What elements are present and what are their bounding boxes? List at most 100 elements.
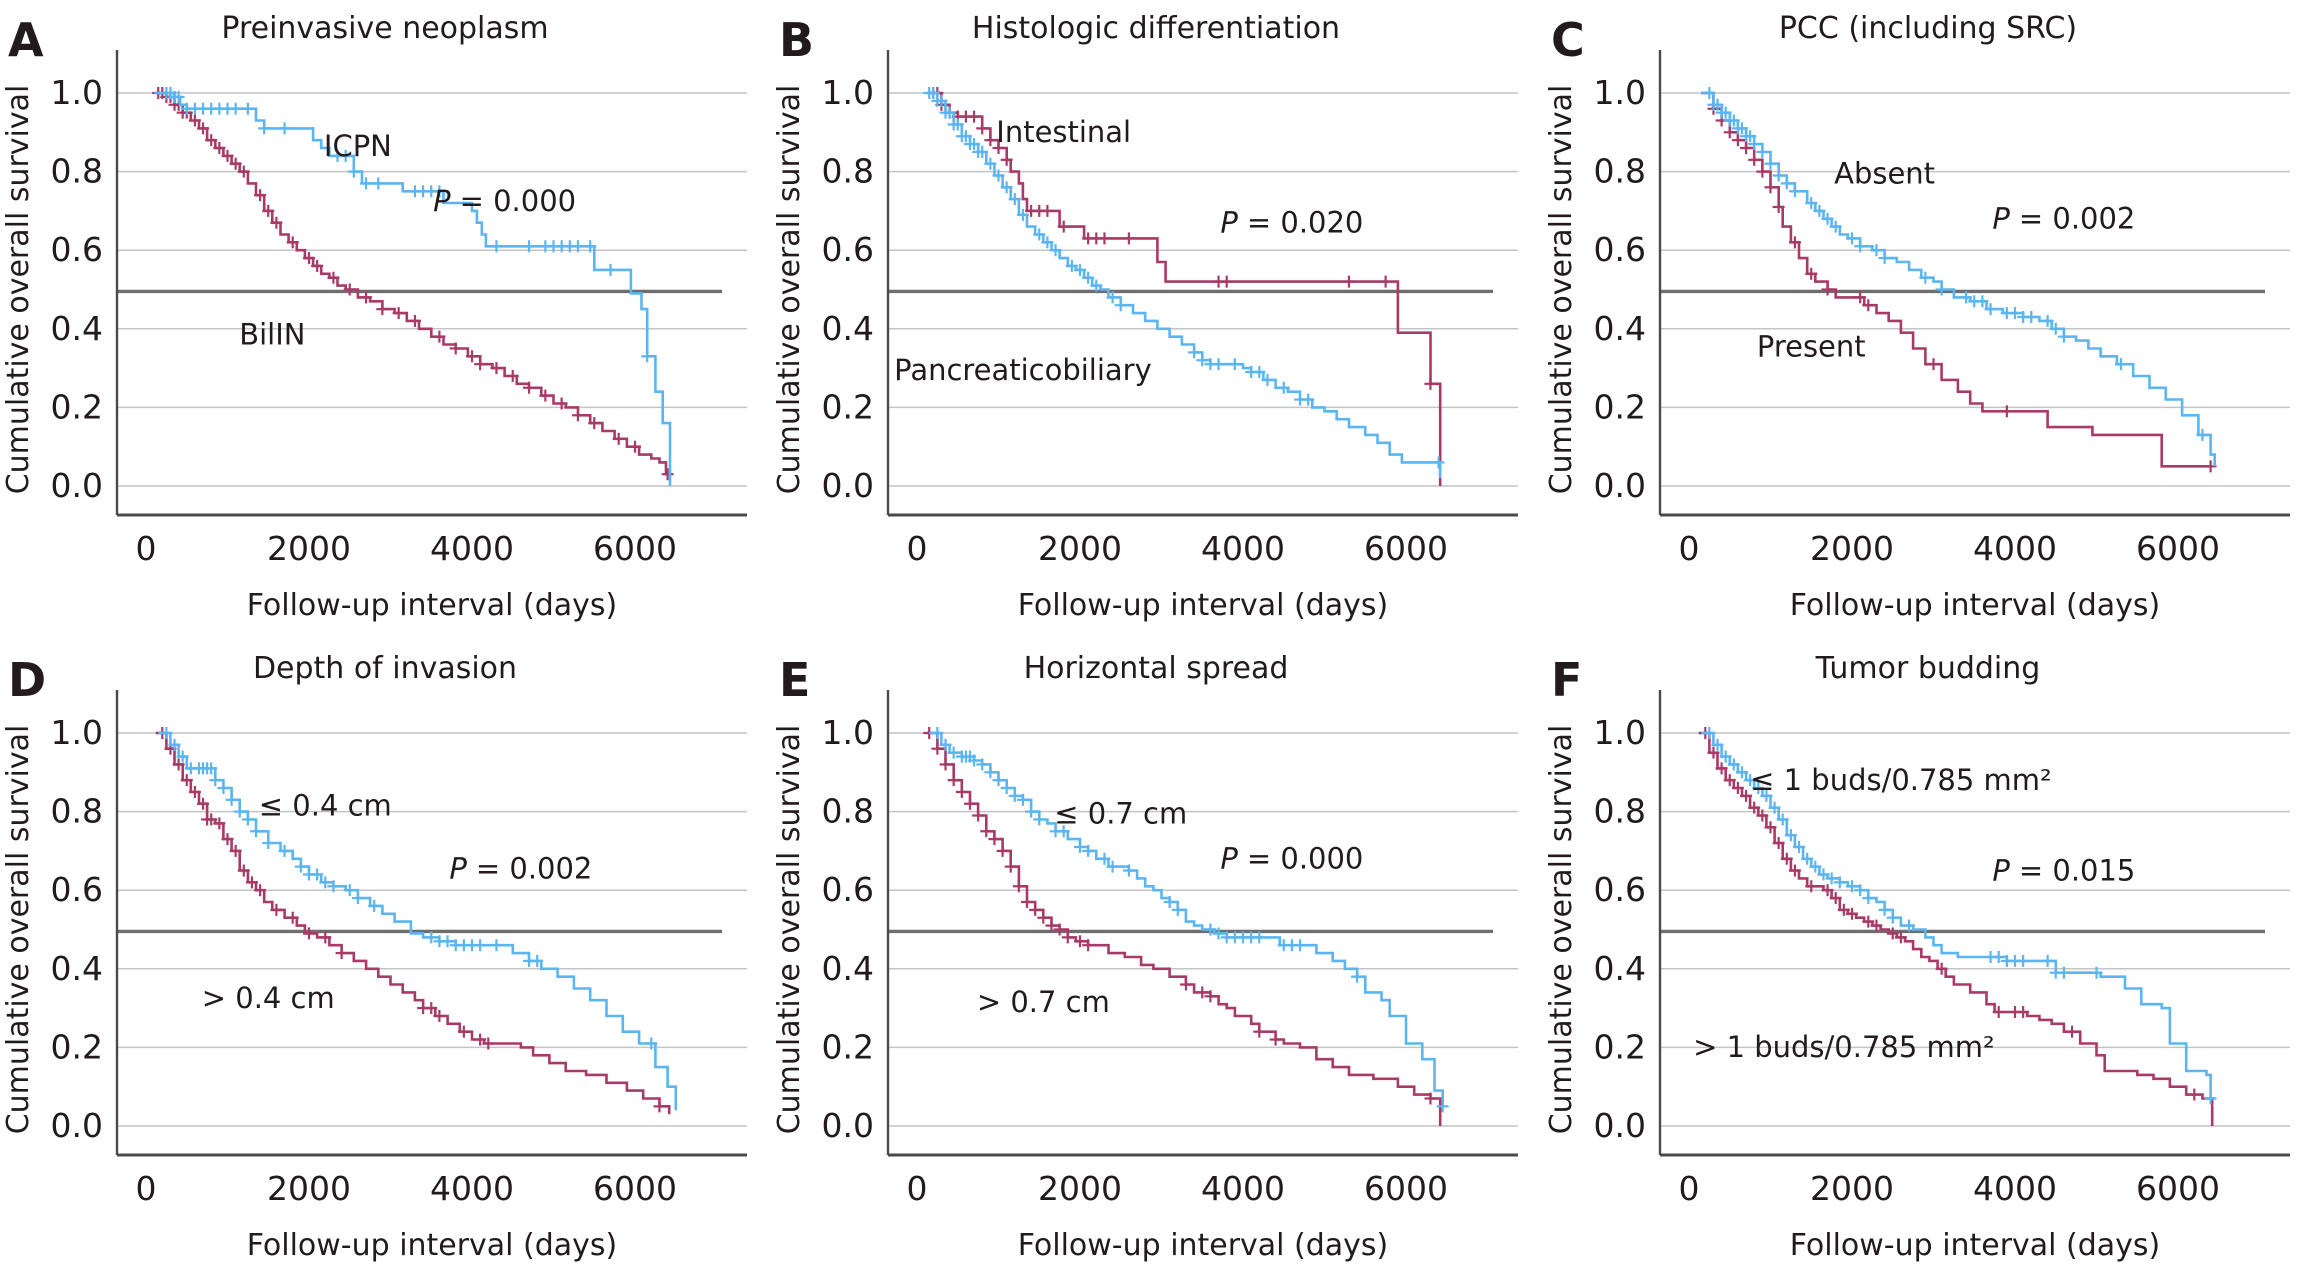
p-value-text: = 0.000 [1247, 841, 1363, 875]
km-plot-svg: C PCC (including SRC) Cumulative overall s… [1544, 11, 2290, 623]
x-tick-label: 6000 [1364, 529, 1448, 568]
y-tick-label: 0.2 [822, 387, 874, 426]
y-tick-label: 1.0 [822, 73, 874, 112]
panel-title: Horizontal spread [1024, 651, 1289, 686]
x-tick-label: 0 [1678, 1168, 1699, 1207]
censor-marks-blue [923, 87, 1445, 469]
y-tick-label: 0.8 [51, 152, 103, 191]
y-tick-label: 0.8 [1593, 152, 1645, 191]
x-tick-label: 0 [907, 529, 928, 568]
x-tick-label: 2000 [267, 529, 351, 568]
x-tick-label: 6000 [1364, 1168, 1448, 1207]
km-panel-f: F Tumor budding Cumulative overall surviva… [1543, 640, 2314, 1279]
y-tick-label: 1.0 [51, 73, 103, 112]
panel-title: Histologic differentiation [972, 11, 1340, 46]
survival-curve-blue [927, 91, 1442, 479]
p-value-annotation: P = 0.002 [449, 851, 592, 885]
y-tick-label: 1.0 [1593, 73, 1645, 112]
y-tick-label: 1.0 [1593, 713, 1645, 752]
y-tick-label: 0.6 [822, 870, 874, 909]
x-tick-label: 6000 [593, 1168, 677, 1207]
p-symbol: P [1221, 206, 1239, 240]
x-axis-label: Follow-up interval (days) [1018, 1227, 1388, 1262]
censor-marks-blue [931, 726, 1450, 1112]
x-tick-label: 2000 [267, 1168, 351, 1207]
x-tick-label: 6000 [593, 529, 677, 568]
survival-curve-blue [1700, 91, 2216, 467]
panel-title: Tumor budding [1814, 651, 2040, 686]
y-tick-label: 0.8 [822, 791, 874, 830]
x-tick-label: 4000 [430, 529, 514, 568]
panel-letter: D [8, 653, 46, 707]
group-label-red: Intestinal [997, 115, 1132, 149]
y-tick-label: 0.2 [1593, 387, 1645, 426]
panel-title: PCC (including SRC) [1779, 11, 2077, 46]
x-tick-label: 2000 [1038, 1168, 1122, 1207]
panel-letter: C [1551, 13, 1585, 67]
x-tick-label: 4000 [1201, 529, 1285, 568]
survival-curve-blue [1700, 731, 2215, 1100]
p-value-text: = 0.002 [2019, 202, 2135, 236]
p-value-text: = 0.020 [1247, 206, 1363, 240]
y-tick-label: 0.4 [822, 948, 874, 987]
group-label-red: > 1 buds/0.785 mm² [1693, 1030, 1994, 1064]
x-tick-label: 0 [135, 529, 156, 568]
y-axis-label: Cumulative overall survival [1, 85, 36, 495]
x-axis-label: Follow-up interval (days) [1789, 1227, 2159, 1262]
censor-marks-red [1698, 726, 2200, 1101]
x-axis-label: Follow-up interval (days) [247, 588, 617, 623]
censor-marks-red [923, 726, 1437, 1104]
group-label-red: > 0.7 cm [977, 985, 1110, 1019]
km-panel-d: D Depth of invasion Cumulative overall sur… [0, 640, 771, 1279]
km-panel-e: E Horizontal spread Cumulative overall sur… [771, 640, 1542, 1279]
p-value-annotation: P = 0.020 [1221, 206, 1364, 240]
panel-letter: B [779, 13, 814, 67]
y-tick-label: 0.4 [822, 309, 874, 348]
km-panel-c: C PCC (including SRC) Cumulative overall s… [1543, 0, 2314, 640]
p-value-annotation: P = 0.002 [1992, 202, 2135, 236]
y-tick-label: 1.0 [51, 713, 103, 752]
group-label-blue: Pancreaticobiliary [894, 353, 1152, 387]
y-tick-label: 0.6 [822, 230, 874, 269]
x-tick-label: 4000 [1973, 1168, 2057, 1207]
panel-title: Preinvasive neoplasm [221, 11, 548, 46]
x-tick-label: 6000 [2136, 529, 2220, 568]
censor-marks-blue [1703, 726, 2217, 1104]
y-axis-label: Cumulative overall survival [1, 724, 36, 1134]
y-axis-label: Cumulative overall survival [772, 85, 807, 495]
p-symbol: P [1992, 853, 2010, 887]
panel-letter: A [8, 13, 44, 67]
censor-marks-red [1707, 102, 2217, 473]
x-axis-label: Follow-up interval (days) [1018, 588, 1388, 623]
km-plot-svg: E Horizontal spread Cumulative overall sur… [772, 651, 1519, 1262]
p-symbol: P [449, 851, 467, 885]
y-axis-label: Cumulative overall survival [1544, 85, 1579, 495]
survival-curve-blue [154, 91, 672, 486]
y-tick-label: 0.2 [822, 1027, 874, 1066]
y-tick-label: 0.2 [51, 1027, 103, 1066]
group-label-blue: ≤ 1 buds/0.785 mm² [1750, 762, 2051, 796]
km-plot-svg: D Depth of invasion Cumulative overall sur… [1, 651, 747, 1262]
p-symbol: P [1992, 202, 2010, 236]
group-label-blue: Absent [1834, 156, 1935, 190]
x-tick-label: 4000 [1973, 529, 2057, 568]
y-tick-label: 0.0 [1593, 1105, 1645, 1144]
group-label-blue: ICPN [324, 129, 392, 163]
x-tick-label: 2000 [1038, 529, 1122, 568]
group-label-red: > 0.4 cm [202, 981, 335, 1015]
x-tick-label: 0 [1678, 529, 1699, 568]
y-tick-label: 0.6 [1593, 870, 1645, 909]
y-tick-label: 0.8 [822, 152, 874, 191]
p-value-annotation: P = 0.000 [433, 184, 576, 218]
y-tick-label: 0.0 [51, 1105, 103, 1144]
censor-marks-blue [160, 87, 654, 363]
y-tick-label: 0.0 [822, 466, 874, 505]
p-value-text: = 0.002 [476, 851, 592, 885]
panel-letter: F [1551, 653, 1582, 707]
km-plot-svg: A Preinvasive neoplasm Cumulative overall … [1, 11, 747, 623]
y-tick-label: 0.4 [51, 309, 103, 348]
censor-marks-blue [160, 726, 658, 1049]
y-tick-label: 0.0 [51, 466, 103, 505]
km-plot-svg: B Histologic differentiation Cumulative ov… [772, 11, 1519, 623]
